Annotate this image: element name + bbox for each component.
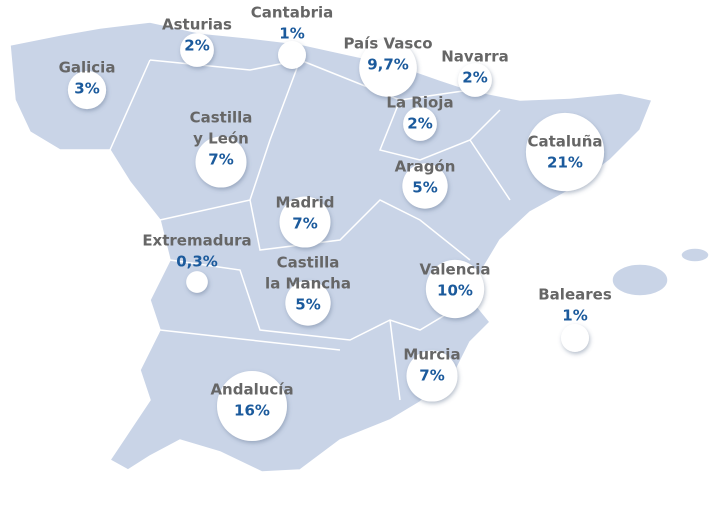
region-value: 2% <box>407 115 432 133</box>
bubble <box>359 39 417 97</box>
region-value: 1% <box>562 307 587 325</box>
bubble <box>458 63 492 97</box>
region-name: Aragón <box>395 158 456 176</box>
region-name: y León <box>193 130 249 148</box>
region-value: 21% <box>547 154 583 172</box>
region-name: Extremadura <box>142 232 251 250</box>
region-value: 2% <box>462 69 487 87</box>
region-value: 9,7% <box>367 56 409 74</box>
region-name: Andalucía <box>210 381 293 399</box>
region-name: La Rioja <box>386 94 453 112</box>
bubble <box>186 271 208 293</box>
region-name: Murcia <box>403 346 460 364</box>
bubble <box>195 136 247 188</box>
region-value: 1% <box>279 25 304 43</box>
region-name: Cantabria <box>251 4 334 22</box>
bubble <box>402 163 448 209</box>
spain-outline <box>9 21 654 473</box>
region-name: Navarra <box>441 48 509 66</box>
region-value: 7% <box>419 367 444 385</box>
region-value: 3% <box>74 80 99 98</box>
region-value: 0,3% <box>176 253 218 271</box>
region-name: Baleares <box>538 286 612 304</box>
region-value: 5% <box>412 179 437 197</box>
bubble <box>217 371 287 441</box>
region-value: 2% <box>184 37 209 55</box>
region-name: Valencia <box>419 261 490 279</box>
region-name: Cataluña <box>527 133 602 151</box>
bubble <box>67 70 107 110</box>
menorca <box>680 247 710 263</box>
region-value: 7% <box>208 151 233 169</box>
region-value: 5% <box>295 296 320 314</box>
region-name: Madrid <box>275 194 334 212</box>
mallorca <box>611 263 669 297</box>
bubble <box>561 324 589 352</box>
bubble <box>279 196 331 248</box>
bubble <box>525 112 605 192</box>
region-borders <box>109 59 511 401</box>
region-name: Galicia <box>59 59 116 77</box>
bubble <box>278 41 306 69</box>
region-name: Castilla <box>190 109 253 127</box>
region-name: Castilla <box>277 254 340 272</box>
region-name: País Vasco <box>343 35 432 53</box>
bubble <box>403 107 437 141</box>
region-value: 7% <box>292 215 317 233</box>
region-name: Asturias <box>162 16 232 34</box>
land <box>9 21 710 473</box>
bubble <box>406 350 458 402</box>
region-name: la Mancha <box>265 275 351 293</box>
bubble <box>180 33 214 67</box>
bubbles: Galicia 3% Asturias 2% Cantabria 1% País Vasco… <box>59 4 612 441</box>
region-value: 16% <box>234 402 270 420</box>
bubble <box>425 259 485 319</box>
bubble <box>285 280 331 326</box>
region-value: 10% <box>437 282 473 300</box>
